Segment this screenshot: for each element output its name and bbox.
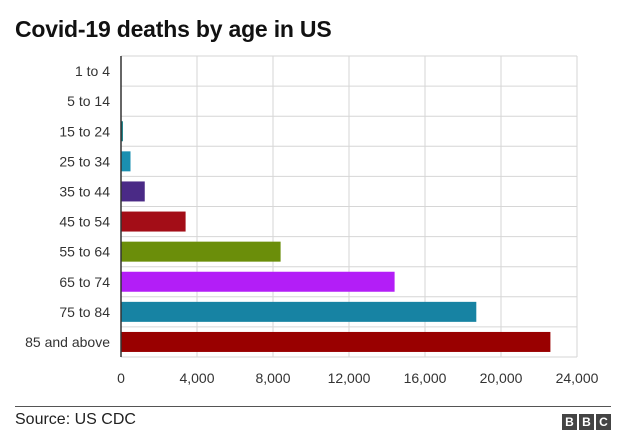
category-label: 35 to 44 <box>59 183 110 199</box>
category-label: 75 to 84 <box>59 304 110 320</box>
bbc-logo-block: B <box>579 414 594 430</box>
bar-chart: 1 to 4 5 to 14 15 to 24 25 to 34 35 to 44 45 … <box>25 55 599 386</box>
bar <box>121 241 281 262</box>
chart-title: Covid-19 deaths by age in US <box>15 16 332 42</box>
x-tick-label: 24,000 <box>556 370 599 386</box>
bar <box>121 151 131 172</box>
bar <box>121 331 551 352</box>
category-label: 55 to 64 <box>59 244 110 260</box>
bar <box>121 181 145 202</box>
x-tick-label: 8,000 <box>255 370 290 386</box>
x-tick-label: 4,000 <box>179 370 214 386</box>
x-tick-label: 12,000 <box>328 370 371 386</box>
bbc-logo-block: C <box>596 414 611 430</box>
x-tick-label: 16,000 <box>404 370 447 386</box>
x-tick-labels: 0 4,000 8,000 12,000 16,000 20,000 24,000 <box>117 370 599 386</box>
category-label: 1 to 4 <box>75 63 110 79</box>
x-tick-label: 0 <box>117 370 125 386</box>
footer-divider <box>15 406 611 407</box>
bar <box>121 271 395 292</box>
bars <box>121 61 551 352</box>
category-label: 65 to 74 <box>59 274 110 290</box>
bar <box>121 211 186 232</box>
category-labels: 1 to 4 5 to 14 15 to 24 25 to 34 35 to 44 45 … <box>25 63 110 350</box>
bar <box>121 121 123 142</box>
bbc-logo: B B C <box>562 414 611 430</box>
source-note: Source: US CDC <box>15 411 136 428</box>
category-label: 85 and above <box>25 334 110 350</box>
category-label: 45 to 54 <box>59 214 110 230</box>
bbc-logo-block: B <box>562 414 577 430</box>
category-label: 5 to 14 <box>67 93 110 109</box>
grid-lines <box>120 55 578 358</box>
x-tick-label: 20,000 <box>480 370 523 386</box>
bar <box>121 301 477 322</box>
category-label: 25 to 34 <box>59 153 110 169</box>
category-label: 15 to 24 <box>59 123 110 139</box>
